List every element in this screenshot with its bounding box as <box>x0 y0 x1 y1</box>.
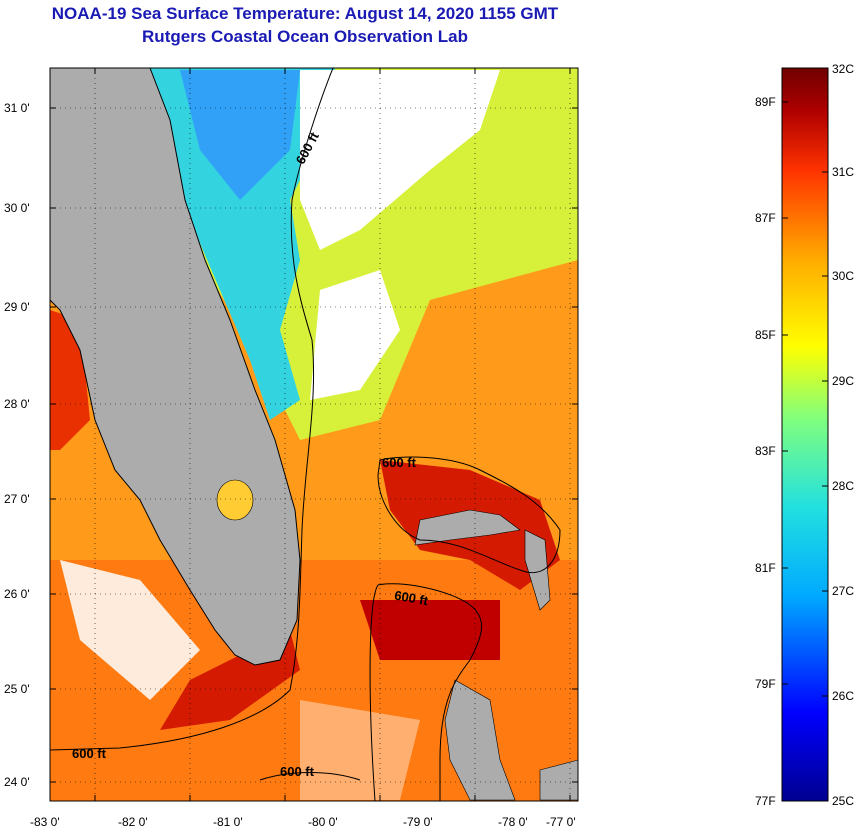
longitude-labels: -83 0' -82 0' -81 0' -80 0' -79 0' -78 0… <box>30 815 576 829</box>
lat-label: 28 0' <box>4 397 30 411</box>
contour-label-south: 600 ft <box>280 764 315 779</box>
colorbar-fahrenheit-label: 77F <box>755 794 776 808</box>
lon-label: -78 0' <box>498 815 528 829</box>
colorbar-fahrenheit-label: 85F <box>755 328 776 342</box>
contour-label-bahama-bank: 600 ft <box>382 455 417 470</box>
lon-label: -77 0' <box>546 815 576 829</box>
colorbar-fahrenheit-label: 81F <box>755 561 776 575</box>
contour-line-great-bahama <box>369 583 483 801</box>
contour-line-west <box>50 68 334 751</box>
colorbar-celsius-label: 32C <box>832 62 854 76</box>
temperature-colorbar: 32C 31C 30C 29C 28C 27C 26C 25C 89F 87F … <box>755 62 854 808</box>
lake-okeechobee <box>216 479 254 521</box>
contour-label-great-bahama: 600 ft <box>393 588 430 609</box>
colorbar-celsius-label: 26C <box>832 689 854 703</box>
colorbar-fahrenheit-label: 79F <box>755 677 776 691</box>
cool-nearshore-water <box>150 68 335 420</box>
colorbar-gradient <box>781 67 829 802</box>
lon-label: -80 0' <box>308 815 338 829</box>
cloud-mask-west <box>60 560 200 700</box>
southern-island <box>539 759 578 801</box>
map-subtitle: Rutgers Coastal Ocean Observation Lab <box>142 27 468 46</box>
lon-label: -79 0' <box>403 815 433 829</box>
grand-bahama-island <box>414 509 521 546</box>
lon-label: -81 0' <box>213 815 243 829</box>
colorbar-celsius-label: 30C <box>832 269 854 283</box>
colorbar-celsius-label: 27C <box>832 584 854 598</box>
contour-line-south <box>259 772 361 781</box>
cloud-mask-central <box>310 270 400 400</box>
colorbar-celsius-label: 25C <box>832 794 854 808</box>
map-frame <box>49 67 579 802</box>
colorbar-fahrenheit-label: 89F <box>755 95 776 109</box>
lat-label: 27 0' <box>4 492 30 506</box>
hot-patch-florida-straits <box>360 600 500 660</box>
latitude-labels: 31 0' 30 0' 29 0' 28 0' 27 0' 26 0' 25 0… <box>4 101 30 789</box>
lat-tick-marks <box>50 107 578 783</box>
graticule <box>50 68 578 801</box>
lat-label: 30 0' <box>4 201 30 215</box>
colorbar-fahrenheit-label: 83F <box>755 444 776 458</box>
cloud-mask-south <box>300 700 420 800</box>
sst-map: 600 ft 600 ft 600 ft 600 ft 600 ft <box>50 68 578 801</box>
andros-island <box>444 679 516 801</box>
lon-label: -82 0' <box>118 815 148 829</box>
lon-label: -83 0' <box>30 815 60 829</box>
cloud-mask-north <box>300 70 500 250</box>
coldest-water <box>180 70 300 200</box>
map-title: NOAA-19 Sea Surface Temperature: August … <box>51 4 559 23</box>
lat-label: 26 0' <box>4 587 30 601</box>
lat-label: 31 0' <box>4 101 30 115</box>
lat-label: 29 0' <box>4 300 30 314</box>
colorbar-celsius-label: 29C <box>832 374 854 388</box>
contour-label-west: 600 ft <box>72 746 107 761</box>
lat-label: 24 0' <box>4 775 30 789</box>
lat-label: 25 0' <box>4 682 30 696</box>
lon-tick-marks <box>94 68 571 801</box>
contour-line-bahama-bank <box>377 456 561 574</box>
colorbar-celsius-label: 31C <box>832 165 854 179</box>
colorbar-fahrenheit-label: 87F <box>755 211 776 225</box>
colorbar-celsius-label: 28C <box>832 479 854 493</box>
abaco-island <box>524 529 551 611</box>
